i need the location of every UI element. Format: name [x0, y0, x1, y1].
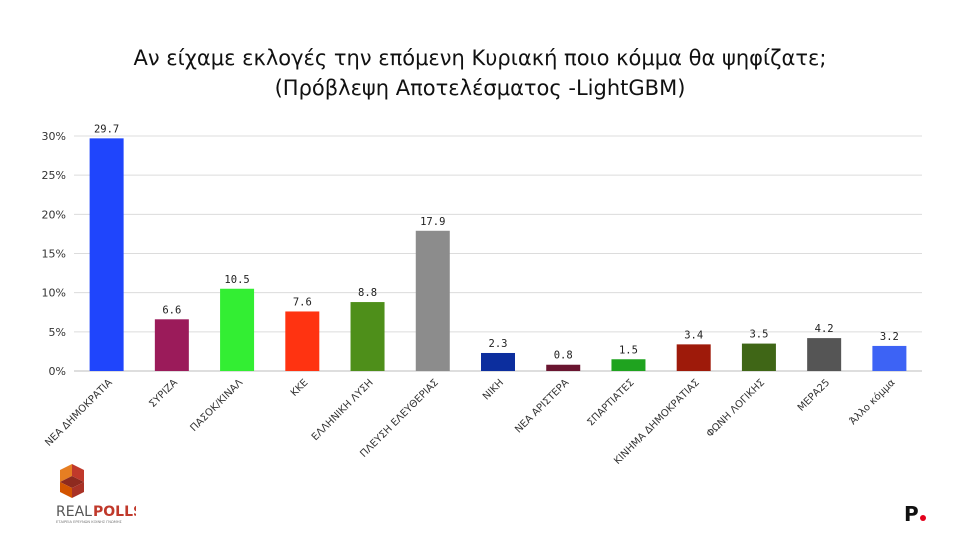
data-label: 7.6 [293, 296, 312, 308]
y-tick-label: 20% [42, 208, 66, 221]
data-label: 2.3 [489, 338, 508, 350]
bar [89, 138, 124, 371]
bar [350, 302, 385, 371]
chart-title-line-1: Αν είχαμε εκλογές την επόμενη Κυριακή πο… [133, 46, 827, 70]
bar [676, 344, 711, 371]
x-tick-label: ΕΛΛΗΝΙΚΗ ΛΥΣΗ [310, 377, 376, 443]
bar [611, 359, 646, 371]
logo-tagline: ΕΤΑΙΡΕΙΑ ΕΡΕΥΝΩΝ ΚΟΙΝΗΣ ΓΝΩΜΗΣ [56, 520, 123, 524]
x-tick-label: ΝΙΚΗ [481, 377, 506, 402]
p-logo-icon: P [904, 502, 926, 526]
bar [285, 311, 320, 371]
bar [872, 345, 907, 371]
data-label: 1.5 [619, 344, 638, 356]
data-label: 8.8 [358, 287, 377, 299]
bar [546, 364, 581, 371]
logo-text-real: REAL [56, 504, 92, 520]
y-tick-label: 0% [49, 365, 66, 378]
x-tick-label: ΣΠΑΡΤΙΑΤΕΣ [585, 377, 636, 428]
y-tick-label: 5% [49, 326, 66, 339]
logo-text-polls: POLLS [93, 504, 136, 520]
y-tick-label: 10% [42, 287, 66, 300]
y-tick-label: 30% [42, 130, 66, 143]
chart-title-line-2: (Πρόβλεψη Αποτελέσματος -LightGBM) [274, 76, 686, 100]
bar [807, 338, 842, 371]
data-label: 10.5 [224, 274, 249, 286]
p-logo-dot [919, 515, 926, 521]
x-tick-label: Άλλο κόμμα [847, 376, 898, 427]
x-tick-label: ΚΚΕ [289, 377, 311, 399]
data-label: 6.6 [162, 304, 181, 316]
bar [154, 319, 189, 371]
bar [481, 352, 515, 371]
y-tick-label: 25% [42, 169, 66, 182]
data-label: 0.8 [554, 350, 573, 362]
realpolls-logo-icon: REAL POLLS ΕΤΑΙΡΕΙΑ ΕΡΕΥΝΩΝ ΚΟΙΝΗΣ ΓΝΩΜΗ… [56, 464, 136, 524]
x-tick-label: ΜΕΡΑ25 [796, 377, 832, 413]
x-tick-label: ΝΕΑ ΑΡΙΣΤΕΡΑ [513, 377, 571, 435]
data-label: 3.4 [684, 329, 703, 341]
p-logo-letter: P [904, 502, 919, 526]
data-label: 29.7 [94, 123, 119, 135]
data-label: 17.9 [420, 216, 445, 228]
x-tick-label: ΝΕΑ ΔΗΜΟΚΡΑΤΙΑ [43, 377, 115, 449]
data-label: 4.2 [815, 323, 834, 335]
bar [415, 230, 450, 371]
y-tick-label: 15% [42, 248, 66, 261]
bar [220, 288, 255, 371]
x-tick-label: ΦΩΝΗ ΛΟΓΙΚΗΣ [705, 377, 767, 439]
data-label: 3.5 [749, 329, 768, 341]
data-label: 3.2 [880, 331, 899, 343]
x-tick-label: ΣΥΡΙΖΑ [147, 377, 180, 410]
x-tick-label: ΠΑΣΟΚ/ΚΙΝΑΛ [189, 377, 246, 434]
bar [741, 343, 776, 371]
